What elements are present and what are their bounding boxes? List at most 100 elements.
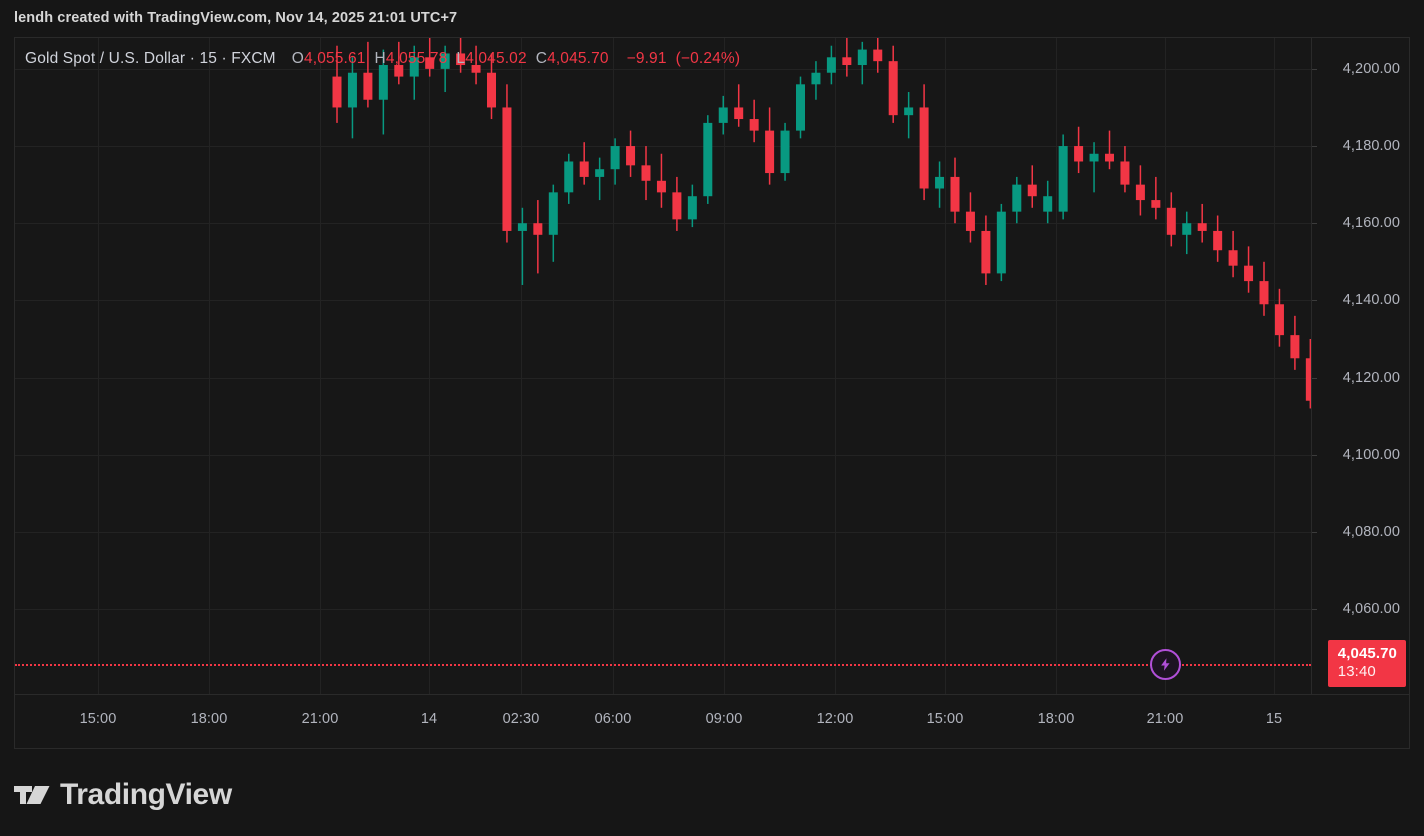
price-axis[interactable]: 4,045.70 13:40 4,200.00 4,180.00 4,160.00 4… (1311, 38, 1409, 694)
time-axis-label: 21:00 (301, 711, 339, 727)
tradingview-wordmark: TradingView (60, 778, 232, 811)
grid-line-vertical (320, 38, 321, 694)
candle-body (904, 107, 914, 116)
candle-body (440, 53, 450, 69)
grid-line-horizontal (15, 378, 1311, 379)
attribution-text: lendh created with TradingView.com, Nov … (14, 10, 458, 26)
candle-body (425, 57, 435, 69)
candle-body (610, 146, 620, 170)
candle-body (347, 72, 357, 108)
candle-body (996, 211, 1006, 274)
candle-body (703, 122, 713, 197)
grid-line-vertical (1056, 38, 1057, 694)
time-axis-label: 18:00 (1037, 711, 1075, 727)
grid-line-horizontal (15, 223, 1311, 224)
candle-body (857, 49, 867, 66)
price-axis-tick (1312, 69, 1317, 70)
candle-body (502, 107, 512, 231)
candle-wick (398, 41, 400, 85)
time-axis-label: 14 (420, 711, 438, 727)
candle-body (595, 169, 605, 177)
candle-body (1120, 161, 1130, 185)
candle-body (1058, 146, 1068, 212)
grid-line-vertical (1165, 38, 1166, 694)
candle-body (672, 192, 682, 220)
candle-body (919, 107, 929, 189)
grid-line-horizontal (15, 69, 1311, 70)
time-axis-label: 09:00 (705, 711, 743, 727)
candle-body (687, 196, 697, 220)
chart-pane[interactable] (15, 38, 1311, 694)
candle-body (487, 72, 496, 108)
current-price-tag[interactable]: 4,045.70 13:40 (1327, 640, 1406, 687)
grid-line-vertical (613, 38, 614, 694)
time-axis-label: 12:00 (816, 711, 854, 727)
candle-body (579, 161, 589, 177)
grid-line-horizontal (15, 146, 1311, 147)
price-axis-label: 4,160.00 (1342, 215, 1400, 231)
candle-body (1043, 196, 1053, 212)
candle-body (1135, 184, 1145, 201)
price-axis-tick (1312, 223, 1317, 224)
candle-body (1089, 153, 1099, 162)
candle-body (626, 146, 636, 166)
candle-body (1290, 335, 1300, 359)
candle-body (456, 53, 466, 66)
grid-line-vertical (209, 38, 210, 694)
candle-body (1105, 153, 1114, 162)
price-axis-tick (1312, 609, 1317, 610)
candle-body (811, 72, 821, 85)
candle-body (842, 57, 852, 66)
time-axis-label: 06:00 (594, 711, 632, 727)
time-axis-label: 02:30 (502, 711, 540, 727)
candle-body (1197, 223, 1207, 231)
grid-line-vertical (724, 38, 725, 694)
price-axis-tick (1312, 455, 1317, 456)
candle-body (564, 161, 574, 193)
time-axis-label: 18:00 (190, 711, 228, 727)
candle-body (1012, 184, 1022, 212)
candle-body (888, 61, 898, 116)
candle-body (796, 84, 805, 131)
grid-line-vertical (429, 38, 430, 694)
candle-body (1166, 207, 1176, 235)
candle-body (1213, 230, 1223, 251)
grid-line-vertical (835, 38, 836, 694)
candle-body (749, 119, 759, 131)
price-axis-label: 4,200.00 (1342, 61, 1400, 77)
lightning-bolt-icon (1160, 658, 1170, 671)
grid-line-horizontal (15, 532, 1311, 533)
grid-line-vertical (521, 38, 522, 694)
current-price-time: 13:40 (1337, 662, 1376, 680)
candle-body (1259, 281, 1269, 305)
candle-body (965, 211, 975, 231)
alert-marker[interactable] (1149, 648, 1181, 680)
time-axis[interactable]: 15:00 18:00 21:00 14 02:30 06:00 09:00 12:00 15:… (15, 695, 1409, 748)
candle-wick (537, 200, 539, 274)
candle-wick (737, 84, 740, 127)
candle-body (517, 223, 527, 231)
candle-body (1182, 223, 1192, 235)
candle-body (1274, 304, 1284, 336)
candle-body (765, 130, 775, 174)
candle-body (826, 57, 836, 73)
price-axis-tick (1312, 532, 1317, 533)
candle-wick (521, 207, 524, 285)
candle-body (981, 230, 991, 274)
candle-body (394, 65, 404, 77)
candle-body (656, 180, 666, 193)
grid-line-horizontal (15, 300, 1311, 301)
candle-wick (1093, 142, 1095, 193)
candle-body (780, 130, 790, 174)
grid-line-horizontal (15, 455, 1311, 456)
candle-wick (1108, 130, 1111, 170)
footer-branding: TradingView (14, 775, 232, 815)
current-price-line (15, 664, 1311, 667)
candle-body (1228, 250, 1238, 266)
candle-body (1151, 200, 1161, 208)
price-axis-label: 4,120.00 (1342, 370, 1400, 386)
price-axis-tick (1312, 300, 1317, 301)
candle-body (363, 72, 373, 100)
candle-wick (598, 157, 601, 201)
